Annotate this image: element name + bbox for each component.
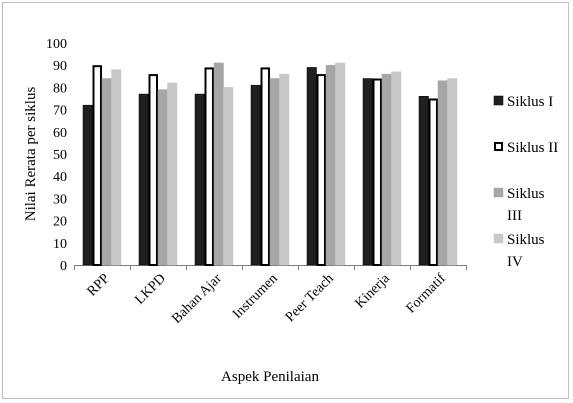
x-tick-label: Instrumen (230, 271, 281, 322)
bar (280, 74, 290, 265)
bar (214, 63, 224, 265)
bar (270, 79, 280, 265)
bar (438, 81, 448, 265)
legend-swatch (494, 188, 503, 197)
legend-label-line: Siklus II (507, 140, 558, 156)
x-tick-label: RPP (85, 271, 113, 299)
x-tick-label: Kinerja (353, 271, 394, 312)
legend-swatch (495, 143, 502, 150)
bar (382, 74, 392, 265)
bar (150, 75, 158, 265)
legend-label-line: III (507, 208, 522, 224)
y-tick-label: 0 (60, 259, 67, 274)
y-tick-label: 40 (53, 170, 67, 185)
bar (374, 80, 382, 265)
x-tick-label: Peer Teach (283, 271, 337, 325)
bar (224, 87, 234, 265)
legend-label-line: IV (507, 254, 523, 270)
y-tick-label: 60 (53, 126, 67, 141)
bar (419, 96, 429, 265)
bar (102, 79, 112, 265)
y-tick-label: 20 (53, 215, 67, 230)
bar (158, 90, 168, 265)
legend-swatch (494, 234, 503, 243)
legend-label: Siklus III (507, 186, 545, 224)
y-tick-label: 30 (53, 192, 67, 207)
legend-label-line: Siklus (507, 186, 545, 202)
legend-label: Siklus IV (507, 232, 545, 270)
bar (336, 63, 346, 265)
legend-label: Siklus I (507, 94, 553, 110)
bar (430, 100, 438, 266)
legend-swatch (494, 96, 503, 105)
x-axis-title: Aspek Penilaian (221, 369, 319, 385)
legend-label-line: Siklus (507, 232, 545, 248)
legend-label-line: Siklus I (507, 94, 553, 110)
bar (318, 75, 326, 265)
y-tick-label: 50 (53, 148, 67, 163)
bar (262, 68, 270, 265)
bar (251, 85, 261, 265)
y-tick-label: 100 (46, 37, 67, 52)
y-tick-label: 10 (53, 237, 67, 252)
bar (448, 79, 458, 265)
bar (94, 66, 102, 265)
legend-label: Siklus II (507, 140, 558, 156)
x-tick-label: Formatif (404, 271, 449, 316)
bar (363, 79, 373, 265)
bar (307, 67, 317, 265)
y-axis-title: Nilai Rerata per siklus (23, 87, 39, 222)
y-tick-label: 90 (53, 59, 67, 74)
bar (112, 70, 122, 265)
y-tick-label: 70 (53, 104, 67, 119)
bar (206, 68, 214, 265)
bar (195, 94, 205, 265)
bar (83, 105, 93, 265)
x-tick-label: LKPD (132, 271, 168, 307)
bar (392, 72, 402, 265)
y-tick-label: 80 (53, 81, 67, 96)
bar (168, 83, 178, 265)
bar (139, 94, 149, 265)
x-tick-label: Bahan Ajar (169, 271, 225, 327)
bar (326, 65, 336, 265)
